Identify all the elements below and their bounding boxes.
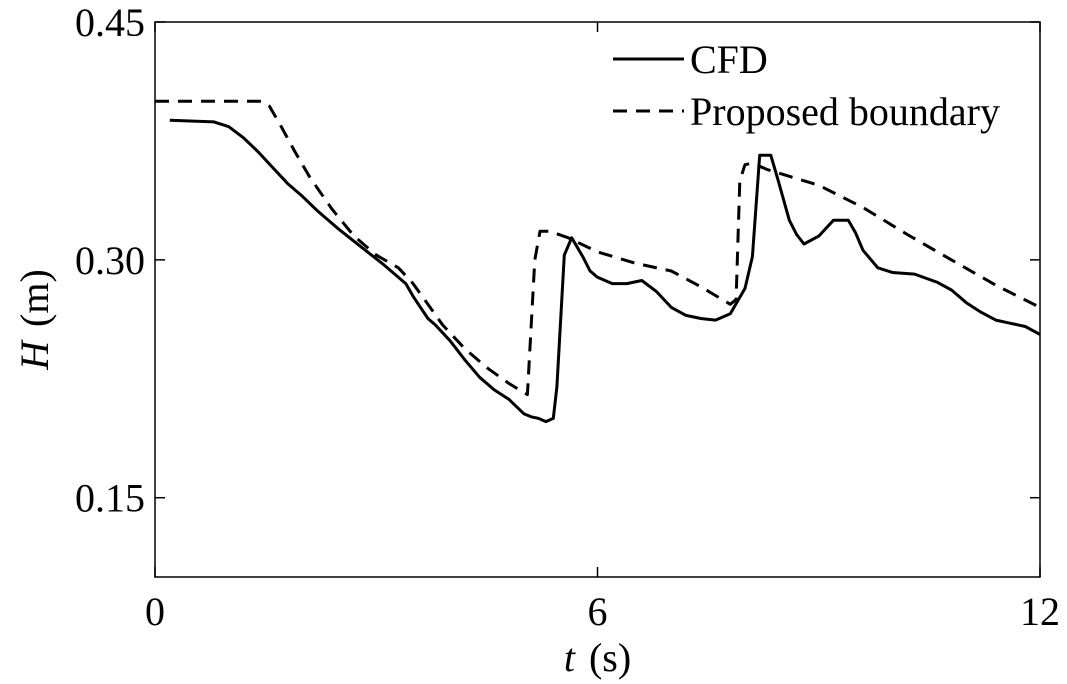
x-tick-label-0: 0 — [145, 589, 165, 634]
x-tick-label-1: 6 — [588, 589, 608, 634]
tick-labels-layer: 0 6 12 0.15 0.30 0.45 — [75, 0, 1060, 634]
x-tick-label-2: 12 — [1020, 589, 1060, 634]
y-axis-symbol: H — [12, 339, 57, 371]
x-axis-symbol: t — [564, 635, 576, 680]
y-tick-label-2: 0.45 — [75, 0, 145, 45]
series-line-0 — [169, 118, 1041, 424]
x-axis-label: t (s) — [564, 635, 631, 680]
y-tick-label-1: 0.30 — [75, 238, 145, 283]
legend: CFD Proposed boundary — [613, 37, 1000, 134]
y-axis-unit: (m) — [12, 269, 57, 327]
x-axis-unit: (s) — [589, 635, 631, 680]
legend-label-proposed-boundary: Proposed boundary — [690, 89, 1000, 134]
series-line-1 — [155, 99, 1041, 397]
series-layer — [155, 99, 1041, 424]
legend-label-cfd: CFD — [690, 37, 768, 82]
ticks-layer — [154, 21, 1041, 577]
y-axis-label: H (m) — [12, 269, 57, 371]
y-tick-label-0: 0.15 — [75, 476, 145, 521]
